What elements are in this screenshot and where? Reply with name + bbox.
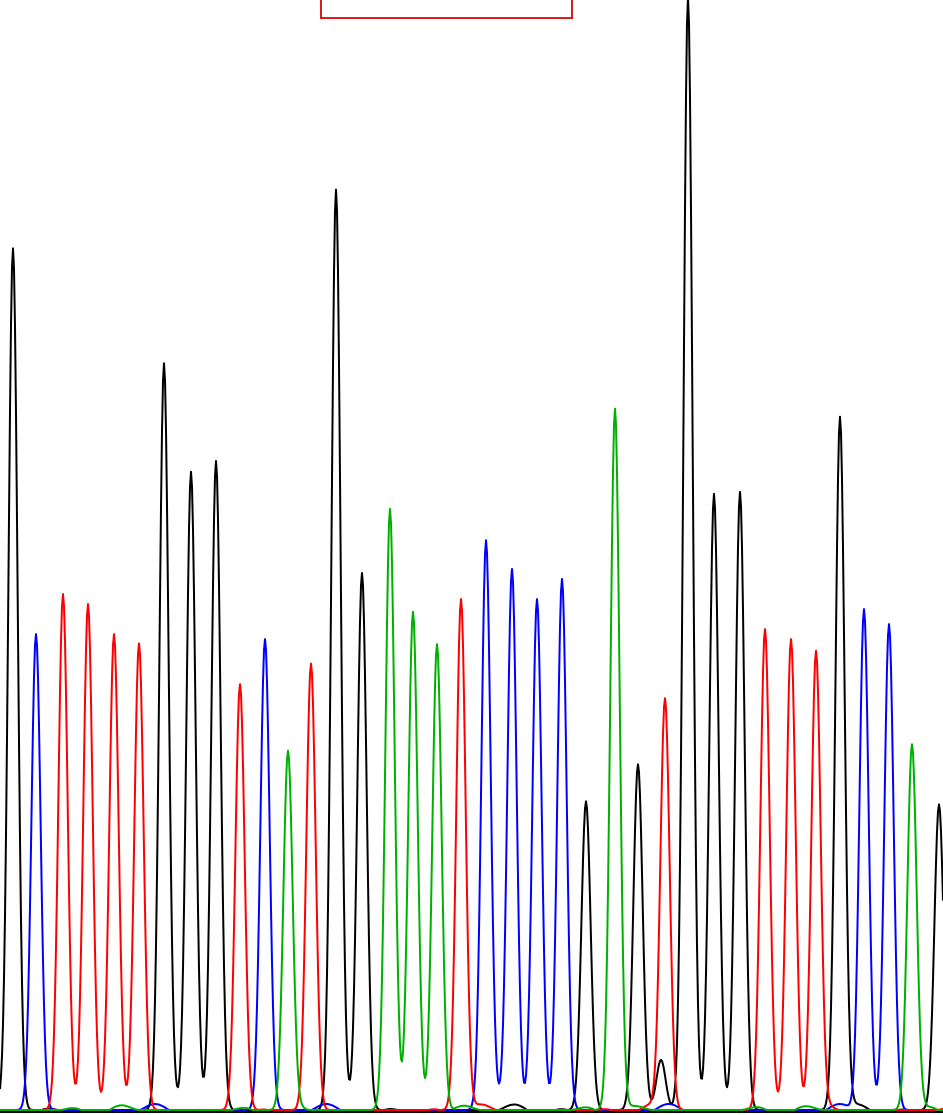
trace-series-2 bbox=[0, 593, 943, 1111]
highlight-box bbox=[320, 0, 573, 20]
trace-series-3 bbox=[0, 407, 943, 1111]
trace-series-1 bbox=[0, 539, 943, 1111]
